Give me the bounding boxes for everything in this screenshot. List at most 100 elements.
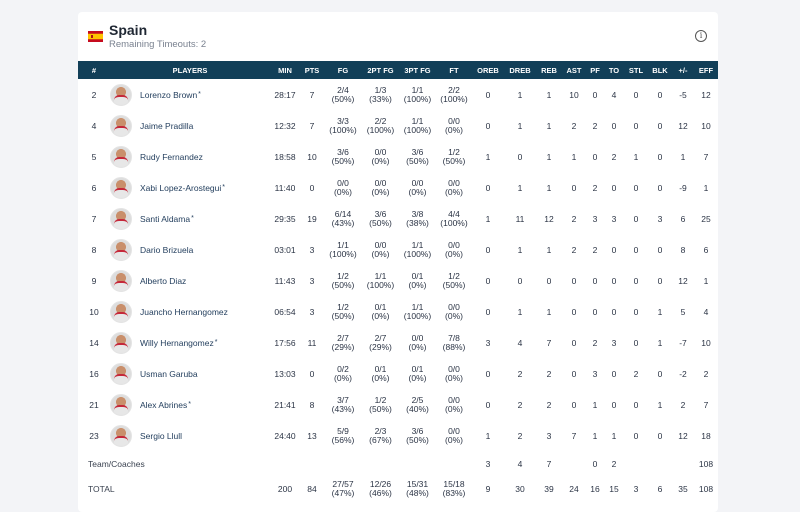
player-cell: Dario Brizuela [110, 234, 270, 265]
player-number: 5 [91, 151, 97, 162]
stat-dreb: 0 [517, 275, 523, 286]
stat-dreb: 1 [517, 182, 523, 193]
stat-to: 0 [611, 244, 617, 255]
player-name-link[interactable]: Jaime Pradilla [140, 120, 194, 131]
fg2: 1/2 (50%) [362, 389, 399, 420]
player-avatar[interactable] [110, 331, 132, 354]
column-header[interactable]: REB [541, 65, 557, 75]
fg3-pct: (50%) [406, 155, 429, 166]
table-row: 21 Alex Abrines * 21:41 8 3/7 (43%) 1/2 (50%) 2/5… [78, 389, 718, 420]
player-avatar[interactable] [110, 207, 132, 230]
player-name-link[interactable]: Dario Brizuela [140, 244, 194, 255]
stat-dreb: 2 [517, 399, 523, 410]
column-header[interactable]: +/- [678, 65, 688, 75]
stat-to: 2 [611, 151, 617, 162]
ft-pct: (0%) [445, 124, 463, 135]
column-header[interactable]: BLK [652, 65, 668, 75]
fg-pct: (50%) [331, 310, 355, 321]
column-header[interactable]: STL [628, 65, 644, 75]
points: 7 [309, 89, 315, 100]
fg3: 0/1 (0%) [399, 265, 436, 296]
player-avatar[interactable] [110, 393, 132, 416]
fg3: 3/6 (50%) [399, 420, 436, 451]
info-icon[interactable]: i [695, 30, 707, 42]
fg: 3/7 (43%) [324, 389, 362, 420]
stat-blk: 0 [657, 89, 663, 100]
stat-pf: 0 [592, 459, 598, 469]
ft-made: 1/2 [448, 146, 460, 157]
points: 19 [307, 213, 317, 224]
column-header[interactable]: # [91, 65, 97, 75]
player-avatar[interactable] [110, 114, 132, 137]
player-name-link[interactable]: Juancho Hernangomez [140, 306, 228, 317]
points: 7 [309, 120, 315, 131]
ft: 1/2 (50%) [436, 265, 472, 296]
ft-pct: (100%) [440, 217, 468, 228]
ft-pct: (88%) [442, 341, 466, 352]
player-name-link[interactable]: Sergio Llull [140, 430, 183, 441]
stat-pm: 12 [678, 275, 688, 286]
stat-eff: 1 [703, 275, 709, 286]
stats-table: # PLAYERS MIN PTS FG 2PT FG 3PT FG FT OREB DREB RE… [78, 61, 718, 501]
column-header[interactable]: TO [608, 65, 620, 75]
column-header[interactable]: MIN [278, 65, 292, 75]
table-row: 2 Lorenzo Brown * 28:17 7 2/4 (50%) 1/3 (33%) 1/1… [78, 79, 718, 110]
stat-eff: 18 [701, 430, 711, 441]
player-avatar[interactable] [110, 238, 132, 261]
ft-pct: (83%) [442, 488, 466, 498]
player-name-link[interactable]: Alberto Diaz [140, 275, 187, 286]
fg3-pct: (100%) [403, 310, 432, 321]
stat-pf: 1 [592, 399, 598, 410]
column-header[interactable]: AST [566, 65, 582, 75]
ft: 0/0 (0%) [436, 296, 472, 327]
player-name-link[interactable]: Usman Garuba [140, 368, 198, 379]
stat-reb: 2 [546, 399, 552, 410]
fg: 0/2 (0%) [324, 358, 362, 389]
player-avatar[interactable] [110, 300, 132, 323]
column-header[interactable]: EFF [698, 65, 714, 75]
player-number: 14 [89, 337, 99, 348]
column-header[interactable]: 3PT FG [404, 65, 431, 75]
stat-stl: 0 [633, 182, 639, 193]
stat-reb: 7 [546, 459, 552, 469]
column-header[interactable]: PTS [304, 65, 320, 75]
total-label: TOTAL [88, 484, 115, 494]
starter-marker: * [198, 91, 201, 98]
column-header[interactable]: 2PT FG [367, 65, 394, 75]
player-avatar[interactable] [110, 362, 132, 385]
column-header[interactable]: FT [449, 65, 459, 75]
fg-made: 1/1 [337, 239, 349, 250]
fg2-made: 2/3 [374, 425, 387, 436]
player-name-link[interactable]: Santi Aldama [140, 213, 191, 224]
fg3: 1/1 (100%) [399, 79, 436, 110]
fg2-pct: (0%) [371, 155, 390, 166]
stat-oreb: 1 [485, 430, 491, 441]
column-header[interactable]: PLAYERS [172, 65, 208, 75]
stat-dreb: 1 [517, 306, 523, 317]
stat-pm: -9 [679, 182, 687, 193]
player-avatar[interactable] [110, 424, 132, 447]
stat-reb: 1 [546, 120, 552, 131]
column-header[interactable]: PF [590, 65, 600, 75]
stat-blk: 0 [657, 368, 663, 379]
player-name-link[interactable]: Xabi Lopez-Arostegui [140, 182, 222, 193]
player-avatar[interactable] [110, 83, 132, 106]
stat-pm: -2 [679, 368, 687, 379]
column-header[interactable]: OREB [477, 65, 499, 75]
starter-marker: * [188, 401, 191, 408]
stat-stl: 0 [633, 399, 639, 410]
team-header: Spain Remaining Timeouts: 2 i [78, 12, 718, 61]
column-header[interactable]: DREB [509, 65, 531, 75]
player-avatar[interactable] [110, 145, 132, 168]
player-name-link[interactable]: Willy Hernangomez [140, 337, 214, 348]
player-avatar[interactable] [110, 176, 132, 199]
player-name-link[interactable]: Rudy Fernandez [140, 151, 203, 162]
player-avatar[interactable] [110, 269, 132, 292]
player-name-link[interactable]: Lorenzo Brown [140, 89, 198, 100]
column-header[interactable]: FG [337, 65, 349, 75]
fg-made: 6/14 [334, 208, 352, 219]
player-name-link[interactable]: Alex Abrines [140, 399, 188, 410]
stat-oreb: 1 [485, 213, 491, 224]
stat-eff: 108 [698, 484, 714, 494]
fg2-pct: (33%) [369, 93, 392, 104]
